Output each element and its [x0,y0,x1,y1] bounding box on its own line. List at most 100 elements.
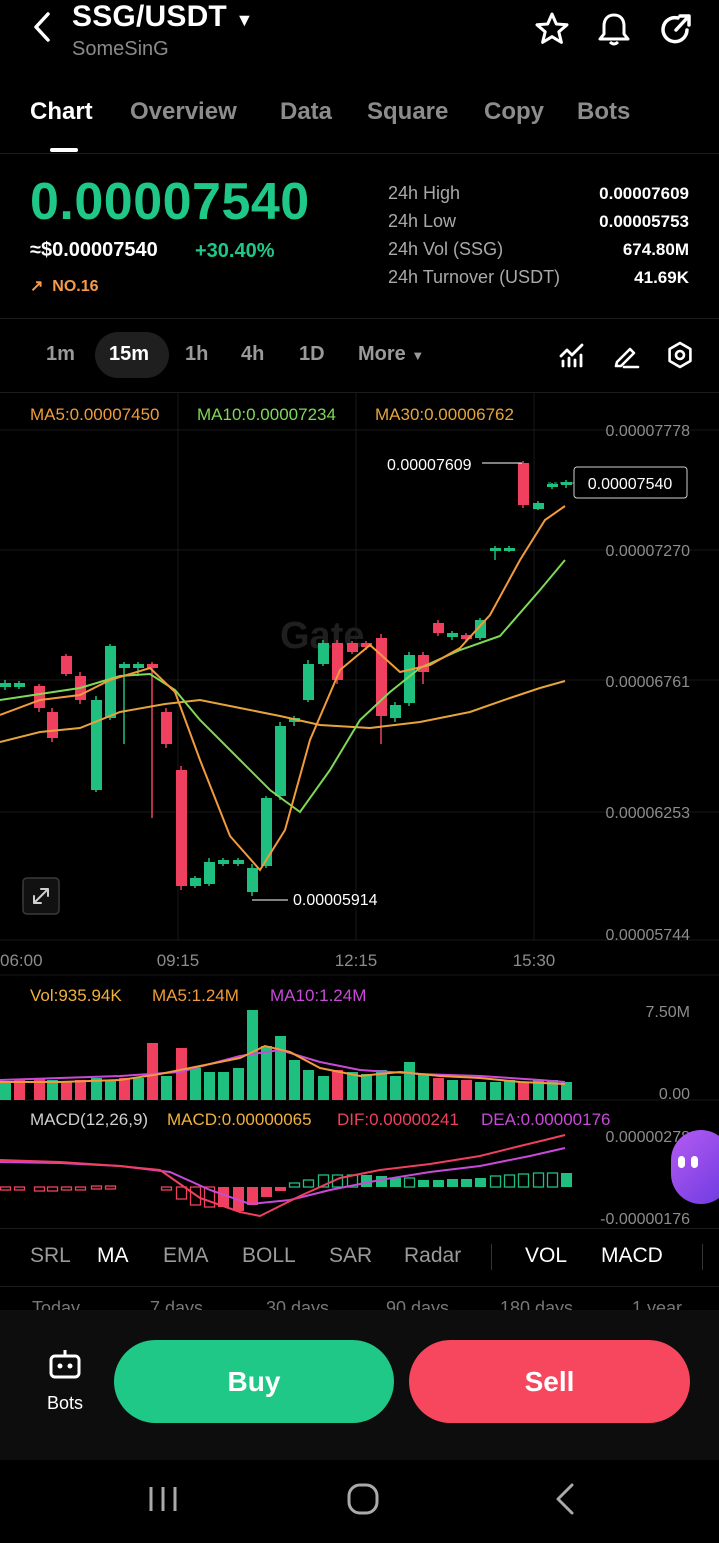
candle [447,633,458,637]
tab-data[interactable]: Data [280,98,333,125]
indicator-ema[interactable]: EMA [163,1244,209,1267]
period-180d[interactable]: 180 days [500,1298,574,1310]
robot-icon [49,1350,81,1379]
candle [547,484,558,487]
macd-bar [247,1187,258,1205]
macd-bar [275,1187,286,1191]
candle [105,646,116,718]
price-change: +30.40% [195,240,275,262]
vol-ma10-line [0,1048,566,1083]
candle [190,878,201,886]
volume-bar [218,1072,229,1100]
timeframe-more[interactable]: More ▼ [358,343,425,365]
candle [119,664,130,668]
period-30d[interactable]: 30 days [266,1298,330,1310]
indicator-icon[interactable] [558,342,586,375]
period-7d[interactable]: 7 days [150,1298,204,1310]
recents-nav-icon[interactable] [146,1484,180,1519]
time-axis-label: 06:00 [0,951,43,970]
period-90d[interactable]: 90 days [386,1298,450,1310]
indicator-ma[interactable]: MA [97,1244,129,1267]
macd-bar [517,1173,530,1188]
tab-overview[interactable]: Overview [130,98,237,125]
period-today[interactable]: Today [32,1298,81,1310]
tab-square[interactable]: Square [367,98,449,125]
timeframe-15m[interactable]: 15m [109,343,150,365]
candle [47,712,58,738]
pair-name: SomeSinG [72,38,169,60]
bell-icon[interactable] [596,10,632,53]
timeframe-1h[interactable]: 1h [185,343,209,365]
back-icon[interactable] [28,10,58,44]
ma30-legend: MA30:0.00006762 [375,405,514,424]
indicator-boll[interactable]: BOLL [242,1244,296,1267]
chevron-down-icon: ▼ [235,10,254,30]
candle [361,643,372,647]
star-icon[interactable] [533,10,571,53]
macd-bar [461,1179,472,1187]
indicator-macd[interactable]: MACD [601,1244,663,1267]
volume-bar [204,1072,215,1100]
high-marker: 0.00007609 [387,457,472,474]
volume-bar [147,1043,158,1100]
volume-bar [332,1070,343,1100]
back-nav-icon[interactable] [552,1482,578,1521]
macd-bar [74,1186,87,1191]
settings-icon[interactable] [666,341,694,374]
indicator-radar[interactable]: Radar [404,1244,462,1267]
candle [61,656,72,674]
price-chart[interactable]: Gate MA5:0.00007450 MA10:0.00007234 MA30… [0,392,719,1232]
share-icon[interactable] [656,10,694,53]
tab-chart[interactable]: Chart [30,98,93,125]
candle [376,638,387,716]
stat-label: 24h Turnover (USDT) [388,267,561,287]
candle [275,726,286,796]
macd-bar [376,1176,387,1187]
volume-bar [261,1046,272,1100]
home-nav-icon[interactable] [346,1482,380,1521]
candle [233,860,244,864]
sell-button[interactable]: Sell [409,1340,690,1423]
volume-bar [404,1062,415,1100]
draw-icon[interactable] [612,341,640,374]
tab-bots[interactable]: Bots [577,98,631,125]
current-price-tag [573,466,688,499]
assistant-bubble-icon[interactable] [671,1130,719,1204]
stat-value: 0.00005753 [599,212,689,231]
macd-bar [503,1174,516,1188]
volume-bar [176,1048,187,1100]
buy-button[interactable]: Buy [114,1340,394,1423]
rank-badge[interactable]: ↗ NO.16 [30,278,99,295]
indicator-vol[interactable]: VOL [525,1244,568,1267]
volume-bar [547,1080,558,1100]
volume-bar [75,1080,86,1100]
timeframe-1d[interactable]: 1D [299,343,325,365]
candles [0,461,572,896]
indicator-srl[interactable]: SRL [30,1244,71,1267]
candle [176,770,187,886]
indicator-sar[interactable]: SAR [329,1244,373,1267]
volume-bar [34,1078,45,1100]
pair-title[interactable]: SSG/USDT ▼ [72,0,254,33]
macd-bar [13,1186,26,1191]
volume-bar [447,1080,458,1100]
expand-icon[interactable] [22,877,60,915]
stat-value: 41.69K [634,268,689,287]
timeframe-1m[interactable]: 1m [46,343,75,365]
volume-bar [61,1082,72,1100]
tab-indicator [50,148,78,152]
tab-copy[interactable]: Copy [484,98,544,125]
volume-bar [119,1078,130,1100]
macd-axis-top: 0.00000278 [605,1129,690,1146]
candle [533,503,544,509]
caret-down-icon: ▼ [411,348,425,363]
ma5-legend: MA5:0.00007450 [30,405,160,424]
bots-button[interactable]: Bots [30,1348,100,1418]
timeframe-4h[interactable]: 4h [241,343,265,365]
volume-bar [318,1076,329,1100]
candle [433,623,444,633]
period-1y[interactable]: 1 year [632,1298,683,1310]
macd-bar [433,1180,444,1187]
usd-price: ≈$0.00007540 [30,239,158,261]
volume-bar [561,1082,572,1100]
